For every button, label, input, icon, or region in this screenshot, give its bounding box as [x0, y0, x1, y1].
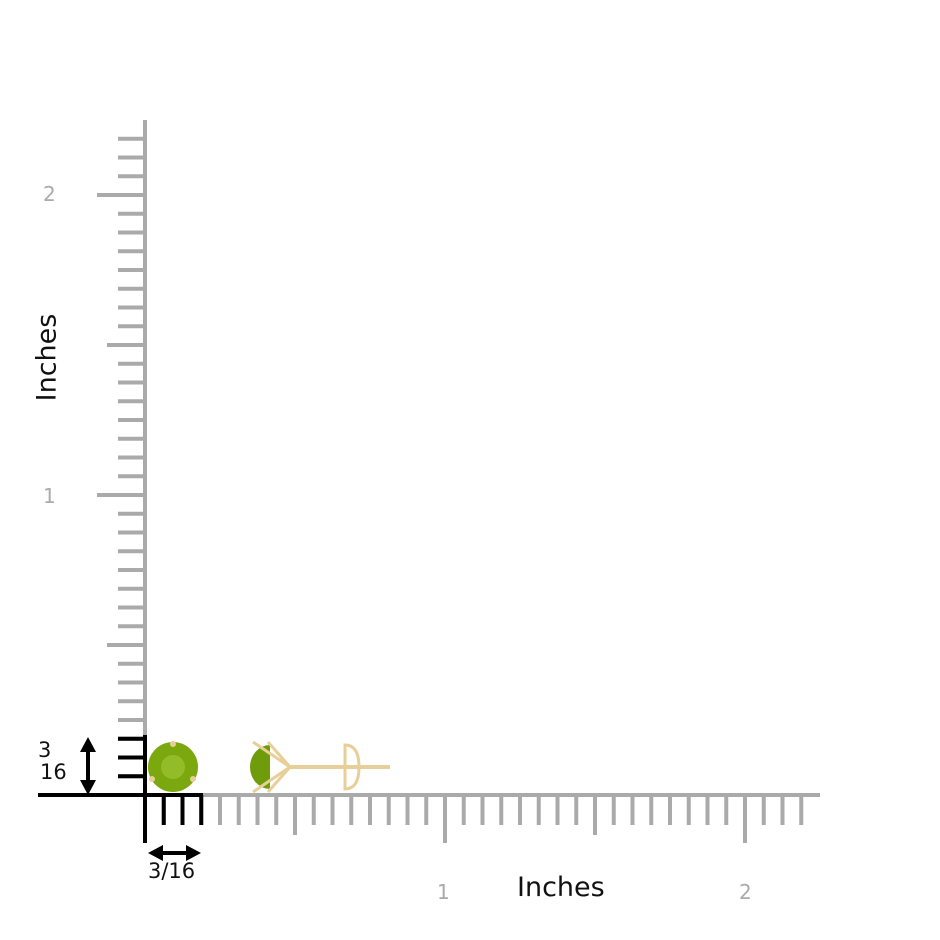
y-tick-2: 2 [43, 182, 56, 206]
height-label-denominator: 16 [40, 760, 67, 784]
ruler-ticks [97, 120, 820, 843]
prong [149, 776, 155, 782]
x-tick-1: 1 [437, 880, 450, 904]
height-label-numerator: 3 [38, 738, 52, 762]
x-tick-2: 2 [739, 880, 752, 904]
front-earring-image [148, 741, 198, 792]
y-axis-label: Inches [31, 313, 63, 402]
prong [170, 741, 176, 747]
prong [190, 776, 196, 782]
x-axis-label: Inches [517, 872, 605, 903]
arrows [80, 737, 201, 861]
width-label: 3/16 [148, 859, 196, 883]
post [290, 765, 390, 769]
side-earring-image [250, 740, 390, 794]
y-tick-1: 1 [43, 484, 56, 508]
size-marker [38, 735, 204, 843]
screw-back [343, 743, 361, 791]
